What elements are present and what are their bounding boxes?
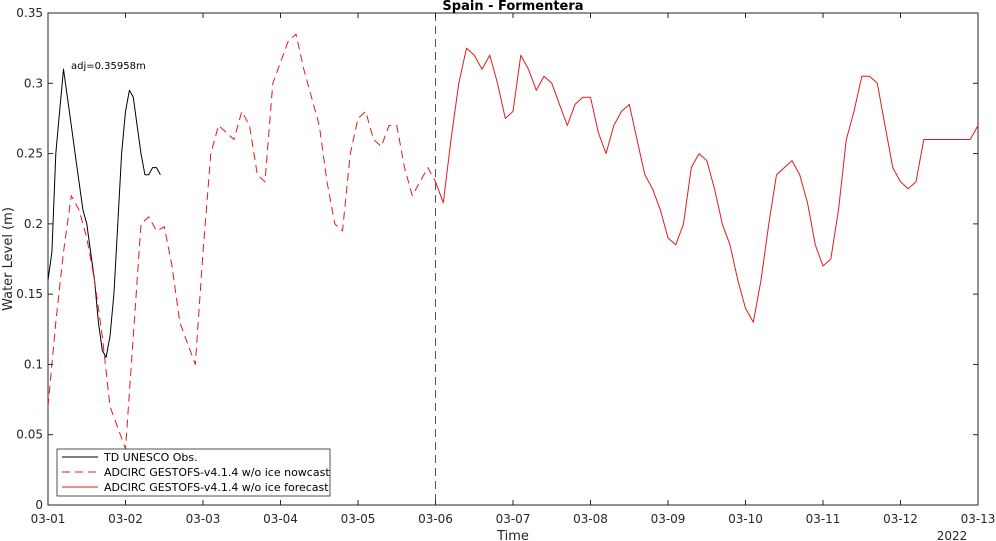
y-tick-label: 0.3 [24, 76, 43, 90]
y-tick-label: 0.2 [24, 217, 43, 231]
x-axis: 03-01 03-02 03-03 03-04 03-05 03-06 03-07 03-08… [31, 13, 996, 526]
y-tick-label: 0.15 [16, 287, 43, 301]
y-tick-label: 0.25 [16, 147, 43, 161]
x-tick-label: 03-11 [806, 512, 841, 526]
x-tick-label: 03-10 [728, 512, 763, 526]
x-tick-label: 03-02 [108, 512, 143, 526]
legend-box [56, 448, 331, 497]
nowcast-series-line [47, 33, 436, 450]
legend-label-forecast: ADCIRC GESTOFS-v4.1.4 w/o ice forecast [104, 481, 329, 494]
x-axis-title: Time [496, 529, 529, 541]
x-tick-label: 03-03 [186, 512, 221, 526]
y-axis-title: Water Level (m) [1, 207, 16, 311]
y-tick-label: 0 [35, 498, 43, 512]
x-tick-label: 03-08 [573, 512, 608, 526]
series-layer [47, 33, 979, 450]
x-tick-label: 03-04 [263, 512, 298, 526]
x-tick-label: 03-13 [961, 512, 996, 526]
y-tick-label: 0.35 [16, 6, 43, 20]
x-tick-label: 03-05 [341, 512, 376, 526]
legend-label-obs: TD UNESCO Obs. [103, 451, 198, 464]
y-axis: 0 0.05 0.1 0.15 0.2 0.25 0.3 0.35 [16, 6, 978, 512]
x-tick-label: 03-12 [883, 512, 918, 526]
forecast-series-line [435, 47, 979, 323]
legend: TD UNESCO Obs. ADCIRC GESTOFS-v4.1.4 w/o… [56, 448, 331, 497]
x-tick-label: 03-06 [418, 512, 453, 526]
x-tick-label: 03-01 [31, 512, 66, 526]
y-tick-label: 0.05 [16, 428, 43, 442]
legend-label-nowcast: ADCIRC GESTOFS-v4.1.4 w/o ice nowcast [104, 466, 330, 479]
plot-area [47, 12, 979, 506]
year-label: 2022 [937, 529, 968, 541]
observed-series-line [47, 68, 161, 358]
adjustment-annotation: adj=0.35958m [71, 61, 146, 72]
x-tick-label: 03-07 [496, 512, 531, 526]
chart-title: Spain - Formentera [442, 0, 583, 14]
x-tick-label: 03-09 [651, 512, 686, 526]
y-tick-label: 0.1 [24, 357, 43, 371]
